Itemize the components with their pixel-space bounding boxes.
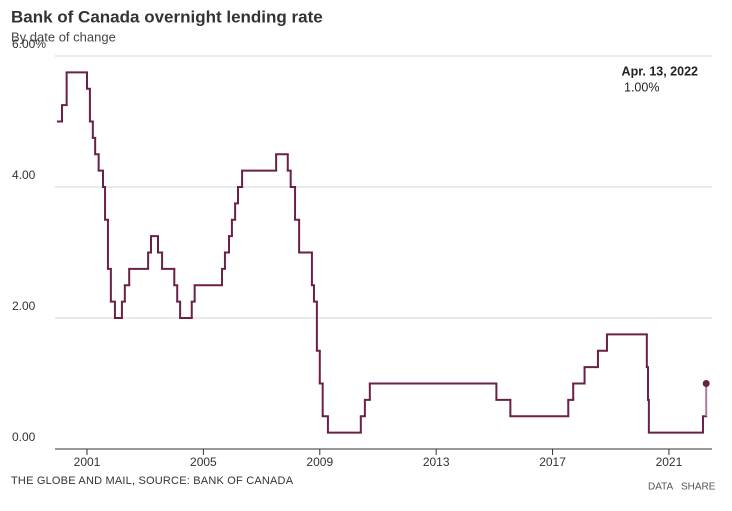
data-button[interactable]: DATA [648, 482, 674, 493]
x-tick-label: 2009 [306, 455, 333, 469]
end-point [702, 380, 710, 387]
y-tick-label: 2.00 [12, 299, 36, 313]
y-tick-label: 4.00 [12, 168, 36, 182]
x-tick-label: 2001 [74, 455, 101, 469]
x-tick-label: 2005 [190, 455, 217, 469]
x-tick-label: 2017 [539, 455, 566, 469]
annotation-date: Apr. 13, 2022 [622, 64, 698, 78]
chart-subtitle: By date of change [11, 29, 116, 44]
chart-title: Bank of Canada overnight lending rate [11, 7, 323, 26]
annotation-value: 1.00% [624, 80, 659, 94]
source: THE GLOBE AND MAIL, SOURCE: BANK OF CANA… [11, 475, 294, 487]
x-tick-label: 2021 [656, 455, 683, 469]
y-tick-label: 0.00 [12, 430, 36, 444]
y-tick-label: 6.00% [12, 37, 46, 51]
share-button[interactable]: SHARE [681, 482, 716, 493]
x-tick-label: 2013 [423, 455, 450, 469]
